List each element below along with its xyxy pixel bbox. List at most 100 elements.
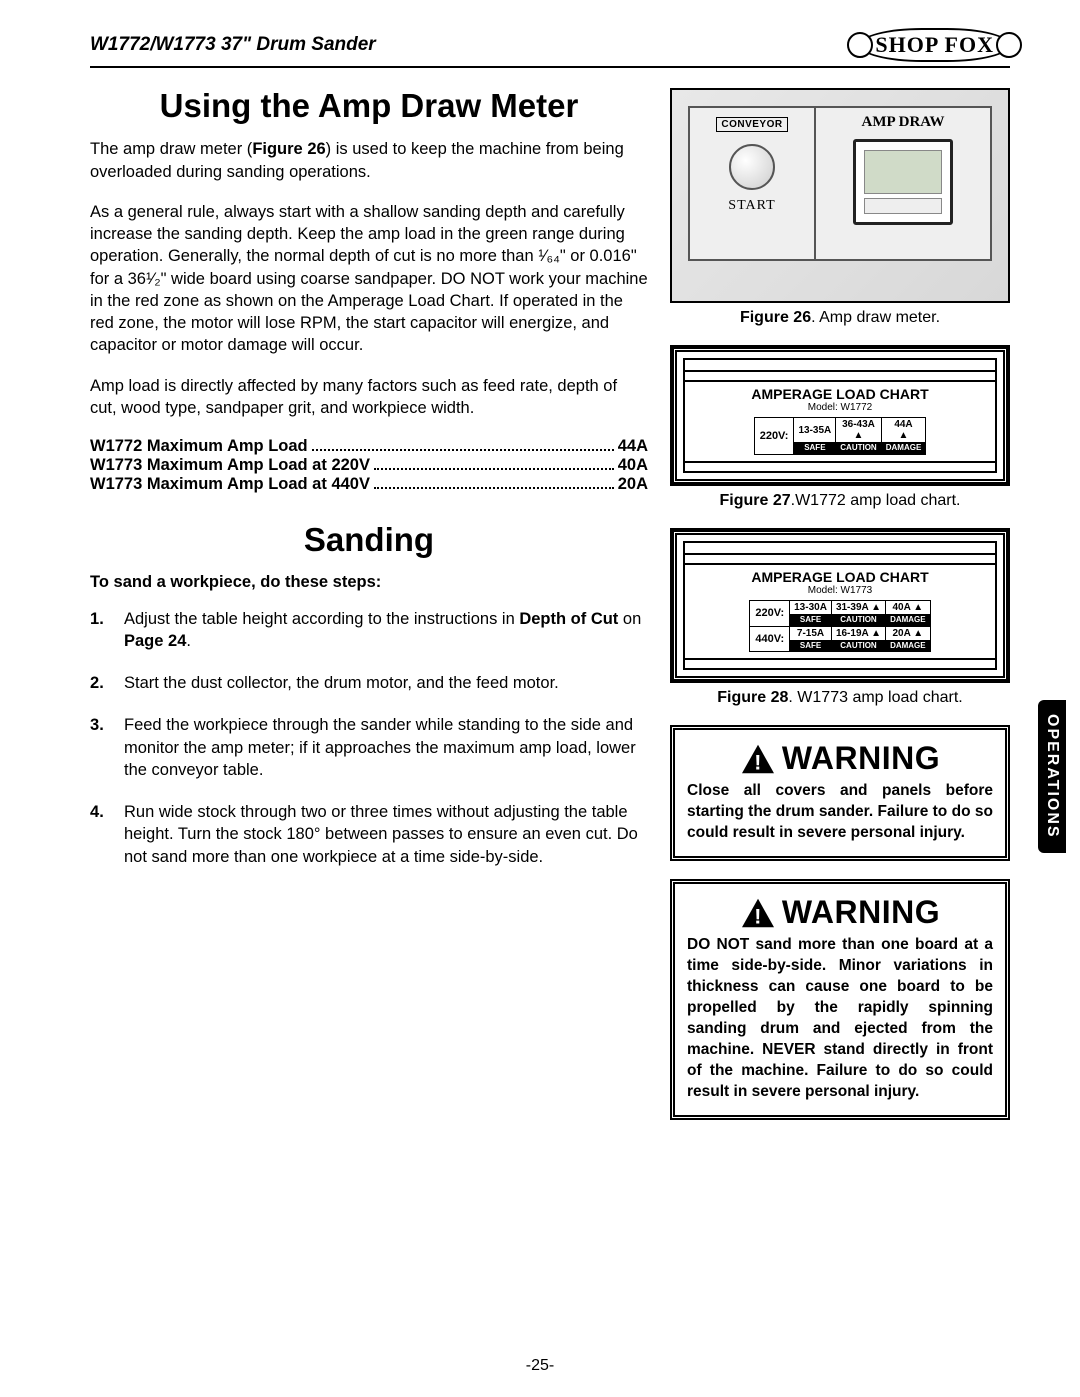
cap-text: . W1773 amp load chart. (788, 689, 962, 706)
amp-range: 44A▲ (881, 418, 926, 443)
step-item: Start the dust collector, the drum motor… (90, 672, 648, 694)
zone-label: CAUTION (831, 640, 885, 652)
warning-triangle-icon: ▲ (871, 628, 881, 639)
leader-dots (374, 468, 614, 470)
step-item: Adjust the table height according to the… (90, 608, 648, 653)
meter-panel: CONVEYOR START AMP DRAW (688, 106, 992, 261)
figure-27-caption: Figure 27.W1772 amp load chart. (670, 492, 1010, 510)
warning-header: ! WARNING (687, 740, 993, 777)
zone-label: CAUTION (836, 443, 881, 455)
panel-ampdraw: AMP DRAW (816, 108, 990, 259)
zone-label: DAMAGE (886, 614, 931, 626)
conveyor-knob (729, 144, 775, 190)
step-item: Feed the workpiece through the sander wh… (90, 714, 648, 781)
cap-label: Figure 28 (717, 689, 788, 706)
warning-triangle-icon: ▲ (871, 602, 881, 613)
warning-triangle-icon: ! (740, 897, 776, 929)
zone-label: CAUTION (831, 614, 885, 626)
zone-label: SAFE (790, 614, 832, 626)
load-chart-table: 220V: 13-30A 31-39A ▲ 40A ▲ SAFE CAUTION… (749, 600, 930, 653)
step-ref: Depth of Cut (519, 610, 618, 628)
spec-row: W1773 Maximum Amp Load at 440V 20A (90, 475, 648, 494)
spec-label: W1772 Maximum Amp Load (90, 437, 308, 456)
spec-label: W1773 Maximum Amp Load at 440V (90, 475, 370, 494)
amp-range: 40A ▲ (886, 600, 931, 614)
leader-dots (312, 449, 614, 451)
header-title: W1772/W1773 37" Drum Sander (90, 34, 376, 56)
figure-27: AMPERAGE LOAD CHART Model: W1772 220V: 1… (670, 345, 1010, 486)
load-chart-table: 220V: 13-35A 36-43A▲ 44A▲ SAFE CAUTION D… (754, 417, 927, 455)
amp-range: 31-39A ▲ (831, 600, 885, 614)
section-heading-amp: Using the Amp Draw Meter (90, 88, 648, 124)
svg-text:!: ! (754, 751, 762, 775)
cap-label: Figure 27 (719, 492, 790, 509)
svg-text:!: ! (754, 904, 762, 928)
meter-strip (864, 198, 942, 214)
step-item: Run wide stock through two or three time… (90, 801, 648, 868)
spec-value: 44A (618, 437, 648, 456)
start-label: START (690, 198, 814, 214)
figure-26: CONVEYOR START AMP DRAW (670, 88, 1010, 303)
right-column: CONVEYOR START AMP DRAW (670, 88, 1010, 1138)
para-3: Amp load is directly affected by many fa… (90, 375, 648, 420)
amp-range: 36-43A▲ (836, 418, 881, 443)
para-1: The amp draw meter (Figure 26) is used t… (90, 138, 648, 183)
ampdraw-label: AMP DRAW (816, 114, 990, 131)
cap-text: .W1772 amp load chart. (791, 492, 961, 509)
warning-header: ! WARNING (687, 894, 993, 931)
leader-dots (374, 487, 614, 489)
warning-label: WARNING (782, 894, 940, 931)
para-2: As a general rule, always start with a s… (90, 201, 648, 357)
warning-triangle-icon: ▲ (899, 430, 909, 441)
amp-range: 13-35A (794, 418, 836, 443)
step-pageref: Page 24 (124, 632, 186, 650)
chart-model: Model: W1773 (685, 585, 995, 600)
amp-range: 7-15A (790, 626, 832, 640)
cap-text: . Amp draw meter. (811, 309, 940, 326)
warning-triangle-icon: ! (740, 743, 776, 775)
spec-list: W1772 Maximum Amp Load 44A W1773 Maximum… (90, 437, 648, 494)
amp-meter (853, 139, 953, 225)
spec-row: W1773 Maximum Amp Load at 220V 40A (90, 456, 648, 475)
spec-value: 40A (618, 456, 648, 475)
warning-label: WARNING (782, 740, 940, 777)
volt-label: 440V: (750, 626, 790, 652)
panel-conveyor: CONVEYOR START (690, 108, 816, 259)
warning-triangle-icon: ▲ (913, 628, 923, 639)
page-number: -25- (0, 1357, 1080, 1375)
zone-label: SAFE (794, 443, 836, 455)
zone-label: DAMAGE (886, 640, 931, 652)
left-column: Using the Amp Draw Meter The amp draw me… (90, 88, 648, 1138)
p1-a: The amp draw meter ( (90, 140, 252, 158)
figure-28-caption: Figure 28. W1773 amp load chart. (670, 689, 1010, 707)
brand-logo: SHOP FOX (859, 28, 1010, 62)
steps-list: Adjust the table height according to the… (90, 608, 648, 868)
volt-label: 220V: (754, 418, 794, 455)
step-text: Adjust the table height according to the… (124, 610, 519, 628)
warning-triangle-icon: ▲ (913, 602, 923, 613)
warning-text: DO NOT sand more than one board at a tim… (687, 935, 993, 1102)
conveyor-label: CONVEYOR (716, 117, 787, 132)
figure-26-caption: Figure 26. Amp draw meter. (670, 309, 1010, 327)
warning-triangle-icon: ▲ (854, 430, 864, 441)
chart-model: Model: W1772 (685, 402, 995, 417)
chart-title: AMPERAGE LOAD CHART (685, 565, 995, 585)
warning-box-1: ! WARNING Close all covers and panels be… (670, 725, 1010, 861)
zone-label: SAFE (790, 640, 832, 652)
spec-value: 20A (618, 475, 648, 494)
step-text: . (186, 632, 191, 650)
amp-range: 20A ▲ (886, 626, 931, 640)
p1-figref: Figure 26 (252, 140, 325, 158)
warning-box-2: ! WARNING DO NOT sand more than one boar… (670, 879, 1010, 1119)
steps-intro: To sand a workpiece, do these steps: (90, 573, 648, 592)
step-text: on (618, 610, 641, 628)
cap-label: Figure 26 (740, 309, 811, 326)
volt-label: 220V: (750, 600, 790, 626)
section-heading-sanding: Sanding (90, 522, 648, 558)
chart-title: AMPERAGE LOAD CHART (685, 382, 995, 402)
zone-label: DAMAGE (881, 443, 926, 455)
page-header: W1772/W1773 37" Drum Sander SHOP FOX (90, 28, 1010, 68)
figure-28: AMPERAGE LOAD CHART Model: W1773 220V: 1… (670, 528, 1010, 684)
spec-label: W1773 Maximum Amp Load at 220V (90, 456, 370, 475)
warning-text: Close all covers and panels before start… (687, 781, 993, 844)
